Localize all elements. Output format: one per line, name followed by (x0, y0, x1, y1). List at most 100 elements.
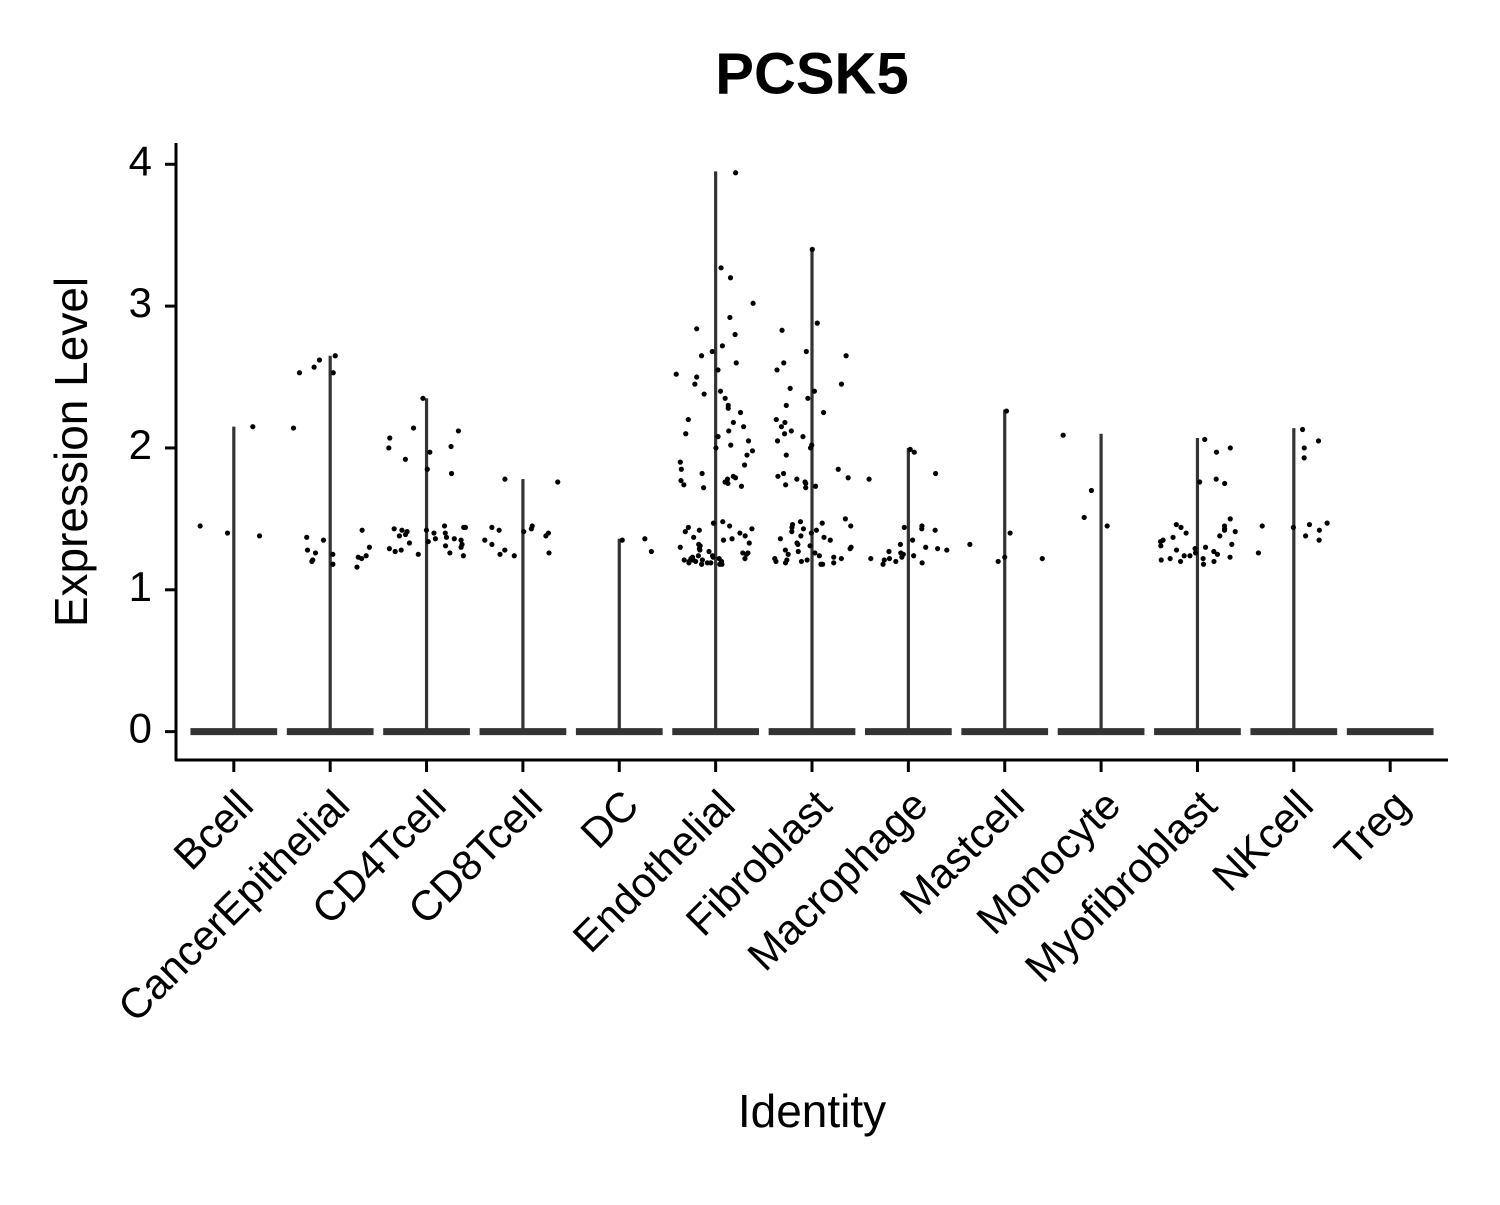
point (995, 558, 1001, 565)
point (543, 533, 549, 539)
point (443, 534, 450, 540)
point (1003, 408, 1010, 414)
point (727, 275, 734, 281)
point (781, 360, 787, 366)
point (809, 442, 815, 448)
point (693, 558, 699, 565)
point (886, 555, 893, 562)
point (726, 428, 732, 434)
point (845, 475, 851, 481)
violin (1154, 438, 1241, 736)
point (813, 527, 819, 533)
point (868, 555, 874, 562)
point (842, 516, 848, 522)
point (406, 540, 413, 546)
violin (865, 447, 952, 736)
point (694, 374, 700, 380)
point (398, 547, 404, 553)
point (420, 395, 426, 401)
point (1177, 558, 1184, 565)
point (1316, 527, 1322, 533)
point (1259, 523, 1265, 529)
point (354, 564, 360, 570)
point (881, 557, 887, 563)
point (1039, 555, 1045, 562)
point (814, 320, 820, 326)
point (886, 548, 892, 555)
point (1222, 480, 1228, 487)
point (827, 537, 833, 543)
point (197, 523, 203, 529)
point (778, 424, 785, 430)
point (330, 370, 336, 376)
point (831, 560, 837, 566)
point (1255, 550, 1262, 556)
point (528, 526, 534, 532)
point (773, 416, 779, 423)
point (701, 485, 707, 491)
point (686, 560, 692, 566)
point (673, 371, 679, 377)
point (741, 462, 748, 468)
point (713, 445, 719, 451)
point (932, 470, 939, 477)
point (727, 314, 733, 321)
point (807, 543, 813, 549)
point (1227, 554, 1233, 560)
point (1213, 449, 1220, 455)
point (944, 547, 950, 553)
point (745, 438, 752, 444)
point (802, 479, 808, 485)
point (934, 546, 941, 552)
point (1302, 533, 1309, 539)
point (838, 555, 844, 562)
point (316, 357, 323, 363)
point (1316, 537, 1322, 543)
point (425, 538, 431, 545)
point (460, 553, 466, 559)
point (1081, 514, 1087, 521)
point (682, 529, 688, 535)
point (750, 300, 756, 306)
violin (190, 426, 278, 736)
point (1167, 555, 1173, 562)
point (782, 419, 788, 426)
point (1183, 530, 1189, 536)
point (1290, 524, 1296, 530)
point (901, 524, 907, 530)
point (332, 353, 338, 359)
point (677, 459, 683, 465)
point (720, 537, 727, 543)
point (1157, 538, 1164, 545)
point (427, 449, 433, 455)
y-tick-label: 3 (129, 279, 152, 326)
point (1211, 548, 1217, 555)
point (797, 519, 804, 525)
point (387, 435, 393, 441)
point (803, 348, 809, 355)
point (366, 544, 373, 550)
point (722, 395, 728, 401)
y-tick-label: 1 (129, 563, 152, 610)
point (320, 537, 327, 543)
point (442, 543, 449, 549)
point (781, 431, 788, 437)
point (447, 550, 453, 556)
point (1173, 547, 1180, 553)
point (911, 553, 917, 559)
point (811, 388, 818, 394)
point (782, 547, 788, 553)
point (789, 524, 795, 530)
point (1213, 476, 1219, 482)
point (698, 353, 705, 359)
point (502, 547, 508, 553)
point (1232, 529, 1238, 535)
point (1007, 530, 1013, 536)
violin (383, 398, 470, 736)
point (737, 409, 744, 416)
point (899, 554, 905, 560)
point (775, 473, 781, 479)
point (678, 466, 684, 472)
point (794, 540, 800, 546)
